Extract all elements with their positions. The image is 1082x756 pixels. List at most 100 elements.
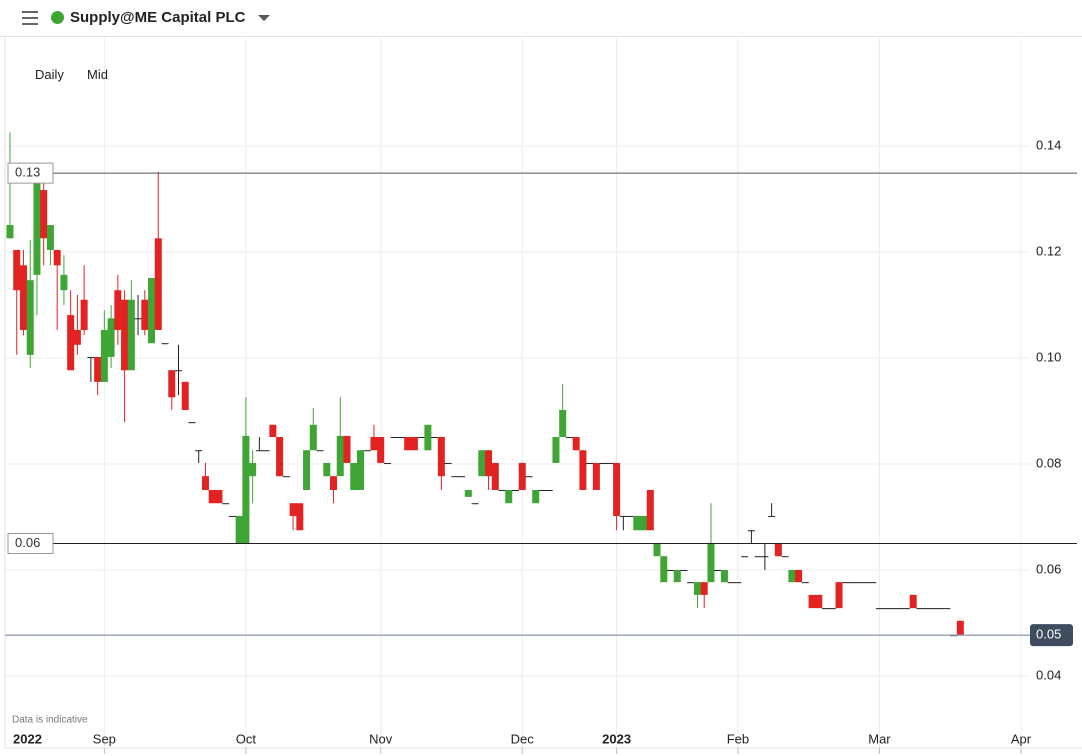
candle-body — [680, 569, 688, 571]
y-tick-label: 0.06 — [1036, 561, 1061, 576]
candle-body — [60, 274, 68, 291]
candle-body — [19, 265, 27, 330]
candle-body — [707, 542, 715, 583]
candle-body — [276, 436, 284, 477]
candle-body — [808, 594, 816, 609]
candle-body — [323, 462, 331, 477]
candle-body — [370, 436, 378, 451]
candle-body — [693, 582, 701, 595]
candle-body — [336, 435, 344, 477]
chart: 0.04 0.06 0.08 0.10 0.12 0.14 2022 Sep Oct Nov Dec… — [4, 38, 1082, 754]
candle-body — [478, 450, 486, 477]
candle-body — [148, 278, 156, 344]
candle-body — [80, 299, 88, 330]
candle-body — [869, 582, 877, 584]
candle-body — [862, 582, 870, 584]
candle-body — [390, 436, 398, 438]
candle-body — [498, 489, 506, 491]
candle-body — [700, 582, 708, 595]
candle-body — [262, 450, 270, 452]
candle-body — [424, 424, 432, 451]
y-tick-label: 0.12 — [1036, 244, 1061, 259]
candle-body — [512, 489, 519, 491]
candle-body — [410, 436, 418, 451]
candle-body — [909, 594, 917, 609]
grid — [5, 38, 1030, 754]
candle-body — [774, 542, 782, 557]
candle-body — [896, 608, 904, 610]
menu-button[interactable] — [22, 11, 38, 25]
candle-body — [714, 569, 722, 571]
candle-body — [94, 356, 102, 382]
overlays: 0.04 0.06 0.08 0.10 0.12 0.14 2022 Sep Oct Nov Dec… — [5, 138, 1077, 746]
candle-body — [640, 515, 648, 531]
candle-body — [343, 435, 351, 463]
candle-body — [875, 608, 883, 610]
candle-body — [161, 343, 169, 345]
candle-body — [835, 582, 843, 609]
candle-body — [855, 582, 863, 584]
candle-body — [781, 556, 789, 558]
candle-body — [13, 249, 21, 291]
y-tick-label: 0.04 — [1036, 667, 1061, 682]
candle-body — [316, 450, 324, 452]
candle-body — [592, 462, 600, 490]
candle-body — [599, 462, 607, 464]
toolbar-button[interactable]: Mid — [87, 67, 108, 82]
candle-body — [606, 462, 614, 464]
candle-body — [929, 608, 937, 610]
candle-body — [296, 503, 304, 531]
candle-body — [505, 489, 513, 504]
candle-body — [545, 489, 553, 491]
x-tick-label: Sep — [93, 731, 116, 746]
candle-body — [491, 462, 499, 490]
candle-body — [464, 489, 472, 497]
candle-body — [552, 436, 560, 463]
candle-body — [195, 450, 203, 452]
instrument-title[interactable]: Supply@ME Capital PLC — [70, 9, 246, 26]
candle-body — [377, 436, 385, 463]
candle-body — [397, 436, 405, 438]
candle-body — [356, 450, 364, 490]
last-price-box — [1030, 624, 1073, 647]
x-tick-label: Dec — [511, 731, 535, 746]
candle-body — [667, 569, 675, 571]
candle-body — [815, 594, 823, 609]
candle-body — [741, 556, 749, 558]
candle-body — [485, 450, 493, 477]
candle-body — [444, 462, 452, 464]
toolbar-button[interactable]: Daily — [35, 67, 64, 82]
note: Data is indicative — [12, 715, 88, 726]
candle-body — [255, 450, 263, 452]
candle-body — [822, 608, 830, 610]
candle-body — [943, 608, 951, 610]
candle-body — [572, 436, 580, 451]
candle-body — [788, 569, 796, 583]
candle-body — [26, 280, 34, 355]
candle-body — [559, 409, 567, 437]
candle-body — [309, 424, 317, 451]
candle-body — [330, 476, 338, 490]
candle-body — [289, 503, 297, 516]
x-tick-label: 2022 — [13, 731, 42, 746]
x-tick-label: Apr — [1011, 731, 1032, 746]
candle-body — [222, 503, 230, 505]
y-tick-label: 0.14 — [1036, 138, 1061, 153]
dropdown-caret[interactable] — [258, 15, 270, 21]
candle-body — [73, 329, 81, 345]
candle-body — [114, 290, 122, 330]
candle-body — [849, 582, 856, 584]
candle-body — [761, 556, 769, 558]
candle-body — [801, 582, 809, 584]
candle-body — [902, 608, 910, 610]
x-tick-label: Mar — [868, 731, 891, 746]
candle-body — [6, 225, 14, 239]
candle-body — [67, 315, 75, 371]
candle-body — [518, 462, 526, 490]
candle-body — [383, 462, 391, 464]
candle-body — [269, 424, 277, 437]
candle-body — [168, 370, 176, 398]
candle-body — [87, 356, 95, 358]
candle-body — [882, 608, 890, 610]
